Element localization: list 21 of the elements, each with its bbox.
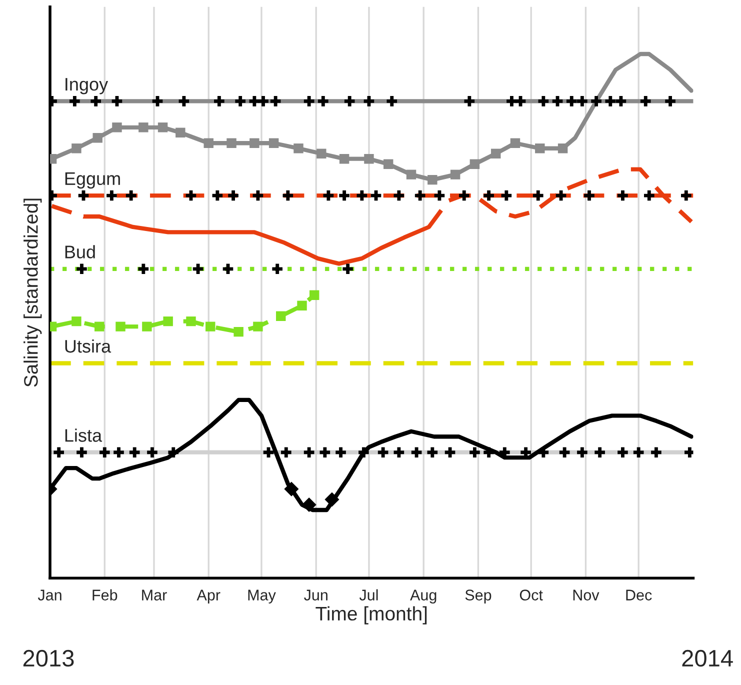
ref-line-label: Eggum	[65, 172, 120, 189]
ref-line-label: Lista	[65, 428, 102, 442]
text: 2014	[682, 650, 733, 667]
x-tick-label: Sep	[465, 590, 492, 604]
x-tick-label: Jan	[38, 590, 62, 600]
x-tick-label: Aug	[410, 590, 436, 604]
x-tick-label: Jul	[359, 589, 378, 600]
text: 2013	[23, 650, 74, 667]
x-tick-label: Oct	[520, 590, 543, 600]
x-axis-title: Time [month]	[316, 606, 427, 624]
ref-line-label: Ingoy	[66, 78, 108, 94]
y-axis-title: Salinity [standardized]	[24, 198, 42, 387]
ref-line-label: Utsira	[65, 339, 112, 353]
x-tick-label: Dec	[626, 590, 652, 600]
x-tick-label: Apr	[196, 590, 220, 604]
x-tick-label: Mar	[142, 590, 167, 600]
ref-line-label: Bud	[65, 245, 95, 258]
x-tick-label: Jun	[304, 590, 328, 600]
x-tick-label: May	[248, 590, 276, 604]
x-tick-label: Nov	[573, 590, 600, 600]
x-tick-label: Feb	[92, 589, 118, 600]
